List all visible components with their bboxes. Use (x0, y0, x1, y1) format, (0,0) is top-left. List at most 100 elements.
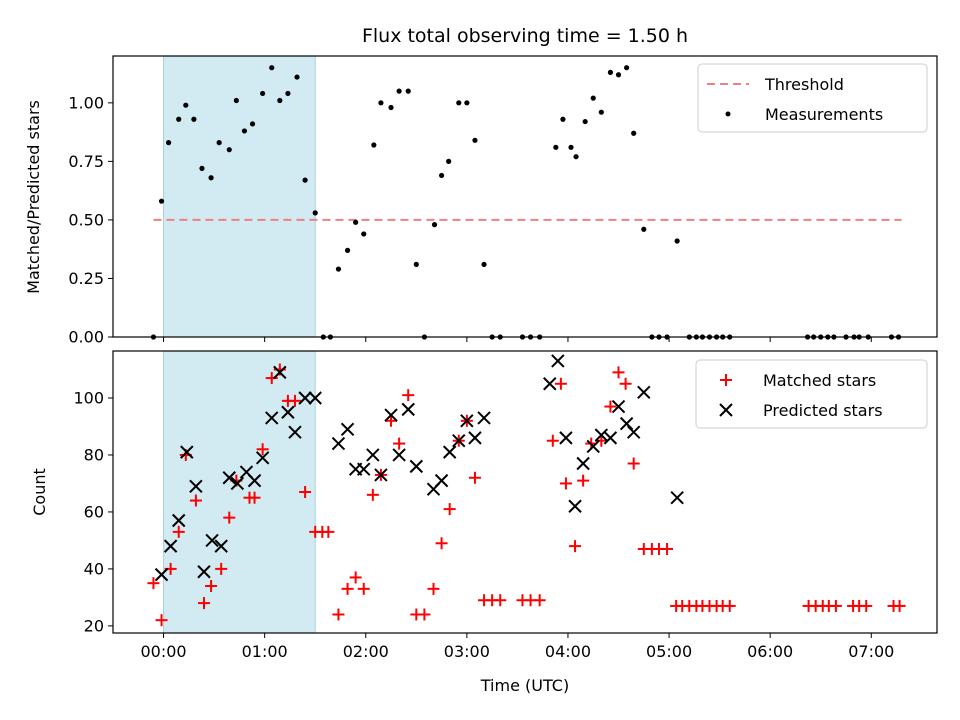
measurement-point (431, 222, 438, 228)
measurement-point (568, 144, 574, 150)
bottom-legend-box (695, 359, 928, 429)
y-tick-label: 20 (84, 616, 104, 635)
measurement-point (456, 100, 462, 106)
measurement-point (226, 147, 232, 153)
observing-time-span (163, 350, 316, 634)
measurement-point (378, 100, 384, 106)
measurement-point (260, 90, 266, 97)
predicted-star-point (670, 490, 684, 505)
x-tick-label: 01:00 (242, 642, 288, 661)
measurement-point (481, 261, 487, 268)
matched-star-point (366, 488, 379, 501)
measurement-point (269, 65, 275, 71)
top-y-axis: 0.00 0.25 0.50 0.75 1.00 (68, 93, 113, 347)
matched-star-point (559, 477, 572, 490)
measurement-point (396, 88, 402, 94)
y-tick-label: 0.00 (68, 328, 104, 347)
y-tick-label: 80 (84, 445, 104, 464)
matched-star-point (357, 582, 370, 595)
predicted-star-point (180, 445, 194, 459)
predicted-star-point (586, 439, 600, 454)
predicted-star-point (611, 399, 626, 414)
measurement-point (191, 116, 197, 122)
predicted-star-point (366, 448, 380, 462)
matched-star-point (147, 577, 160, 590)
measurement-point (464, 100, 470, 106)
chart-title: Flux total observing time = 1.50 h (362, 25, 688, 47)
predicted-star-point (247, 473, 262, 488)
top-x-axis (163, 337, 872, 342)
measurement-point (624, 65, 630, 71)
measurement-point (438, 172, 445, 179)
bottom-y-axis: 20 40 60 80 100 (73, 389, 113, 635)
predicted-star-point (576, 456, 590, 471)
matched-star-point (223, 511, 236, 524)
measurement-point (598, 109, 604, 115)
matched-star-point (554, 377, 567, 390)
predicted-star-point (543, 377, 557, 391)
legend-measurements-label: Measurements (765, 105, 883, 124)
matched-star-point (612, 366, 625, 379)
y-tick-label: 0.25 (68, 269, 104, 288)
matched-star-point (299, 486, 312, 498)
x-tick-label: 03:00 (444, 642, 490, 661)
matched-star-point (860, 599, 873, 612)
legend-threshold-label: Threshold (764, 75, 844, 94)
matched-star-point (494, 594, 507, 607)
measurement-point (641, 226, 647, 232)
measurement-point (353, 219, 359, 225)
x-tick-label: 07:00 (848, 642, 894, 661)
y-tick-label: 100 (73, 389, 104, 408)
x-tick-label: 05:00 (646, 642, 692, 661)
measurement-point (335, 266, 342, 272)
legend-predicted-swatch (719, 403, 733, 417)
matched-star-point (256, 443, 269, 456)
predicted-star-point (603, 431, 618, 445)
predicted-star-point (222, 471, 236, 485)
matched-star-point (427, 582, 440, 595)
matched-star-point (215, 562, 228, 575)
matched-star-point (393, 437, 406, 450)
predicted-star-point (154, 567, 169, 582)
measurement-point (277, 97, 283, 104)
predicted-star-point (460, 414, 474, 428)
predicted-star-point (255, 451, 270, 465)
x-axis-label: Time (UTC) (480, 676, 569, 695)
measurement-point (294, 74, 300, 80)
matched-star-point (349, 571, 362, 584)
x-tick-label: 00:00 (140, 642, 186, 661)
predicted-star-point (214, 539, 228, 553)
y-tick-label: 0.50 (68, 210, 104, 229)
y-tick-label: 40 (84, 559, 104, 578)
measurement-point (590, 95, 596, 101)
count-points (147, 354, 906, 627)
predicted-star-point (281, 405, 295, 419)
measurement-point (285, 90, 291, 97)
y-tick-label: 1.00 (68, 93, 104, 112)
x-tick-label: 02:00 (343, 642, 389, 661)
measurement-point (371, 142, 377, 148)
measurement-point (249, 121, 256, 127)
matched-star-point (595, 434, 608, 447)
measurement-point (674, 238, 680, 244)
top-legend: Threshold Measurements (697, 63, 928, 133)
matched-star-point (546, 434, 559, 447)
measurement-point (312, 210, 318, 216)
matched-star-point (533, 594, 546, 607)
predicted-star-point (551, 354, 565, 368)
matched-star-point (577, 474, 590, 487)
top-y-axis-label: Matched/Predicted stars (24, 100, 43, 294)
predicted-star-point (172, 513, 186, 528)
matched-star-point (627, 457, 640, 470)
measurement-point (607, 69, 614, 75)
predicted-star-point (594, 428, 609, 442)
predicted-star-point (637, 385, 651, 400)
bottom-legend: Matched stars Predicted stars (695, 359, 928, 429)
measurement-point (560, 116, 566, 122)
measurement-point (472, 137, 478, 143)
measurement-point (615, 72, 622, 78)
measurement-point (166, 140, 172, 146)
top-axes-frame (112, 55, 938, 338)
matched-star-point (322, 525, 335, 538)
measurement-point (158, 198, 165, 204)
